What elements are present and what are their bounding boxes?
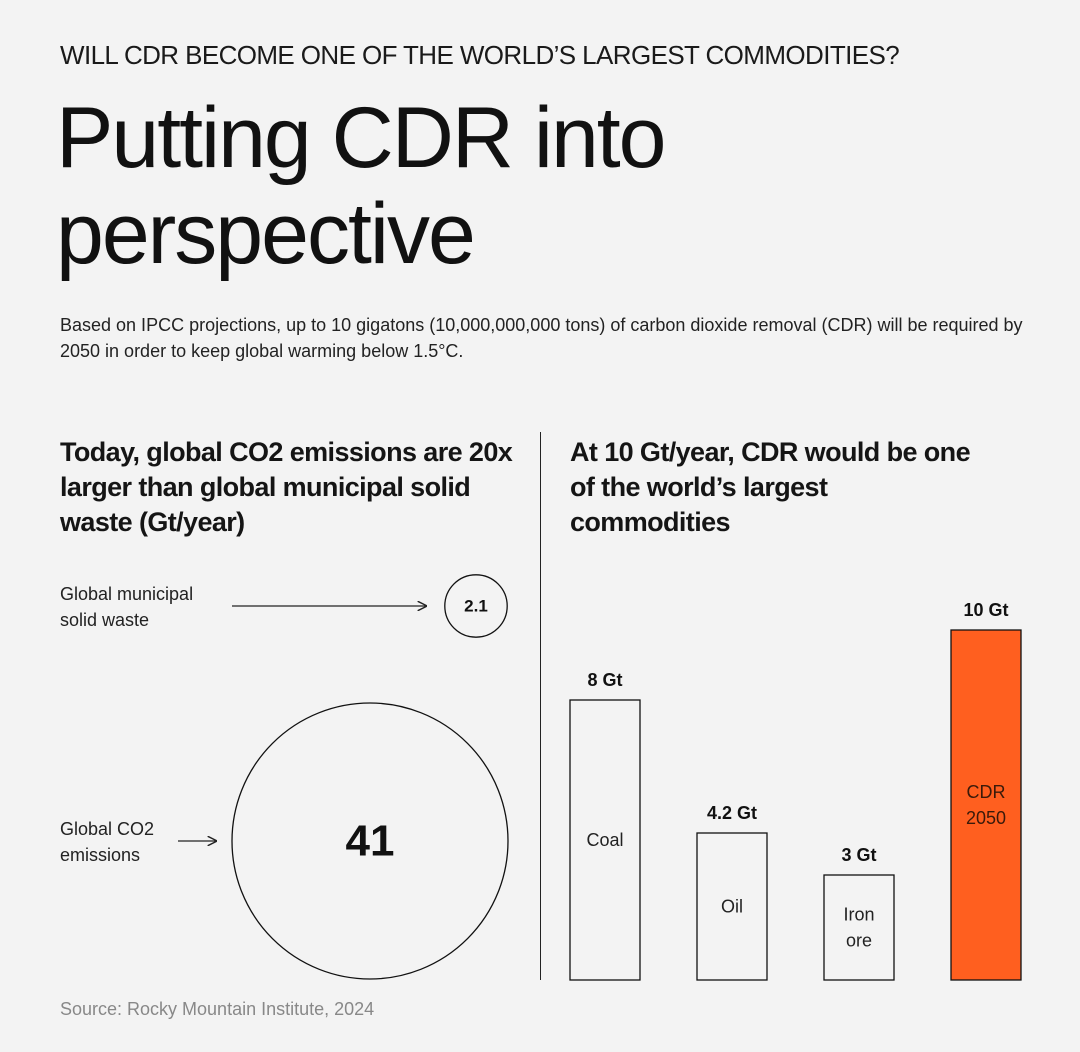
bar-coal [569,699,641,981]
bubble-circle [444,574,508,638]
bubble-value-label: 2.1 [464,597,488,616]
page-title: Putting CDR into perspective [56,90,667,282]
bubble-category-label: Global municipal solid waste [60,584,193,630]
bar-value-label: 10 Gt [963,600,1008,620]
bar-oil [696,832,768,981]
bar-chart-heading: At 10 Gt/year, CDR would be one of the w… [570,437,971,537]
subtitle: Based on IPCC projections, up to 10 giga… [60,315,1023,361]
source-note: Source: Rocky Mountain Institute, 2024 [60,999,375,1019]
bar-value-label: 3 Gt [841,845,876,865]
eyebrow-question: WILL CDR BECOME ONE OF THE WORLD’S LARGE… [60,40,900,70]
bar-chart: 8 Gt Coal 4.2 Gt Oil 3 Gt Iron ore 10 Gt CDR 2050 [569,600,1022,981]
bubble-category-label: Global CO2 emissions [60,819,154,865]
panel-divider [540,432,541,980]
bar-value-label: 8 Gt [587,670,622,690]
bubble-value-label: 41 [346,817,395,866]
bubble-chart-heading: Today, global CO2 emissions are 20x larg… [60,437,513,537]
bar-value-label: 4.2 Gt [707,803,757,823]
bar-category-label: Oil [721,897,743,917]
bubble-chart: 2.1 Global municipal solid waste 41 Global C… [60,574,509,980]
bar-category-label: CDR 2050 [966,782,1006,828]
bar-category-label: Coal [586,830,623,850]
bar-category-label: Iron ore [843,905,874,951]
bubble-circle [231,702,509,980]
bar-iron-ore [823,874,895,981]
bar-cdr-2050 [950,629,1022,981]
